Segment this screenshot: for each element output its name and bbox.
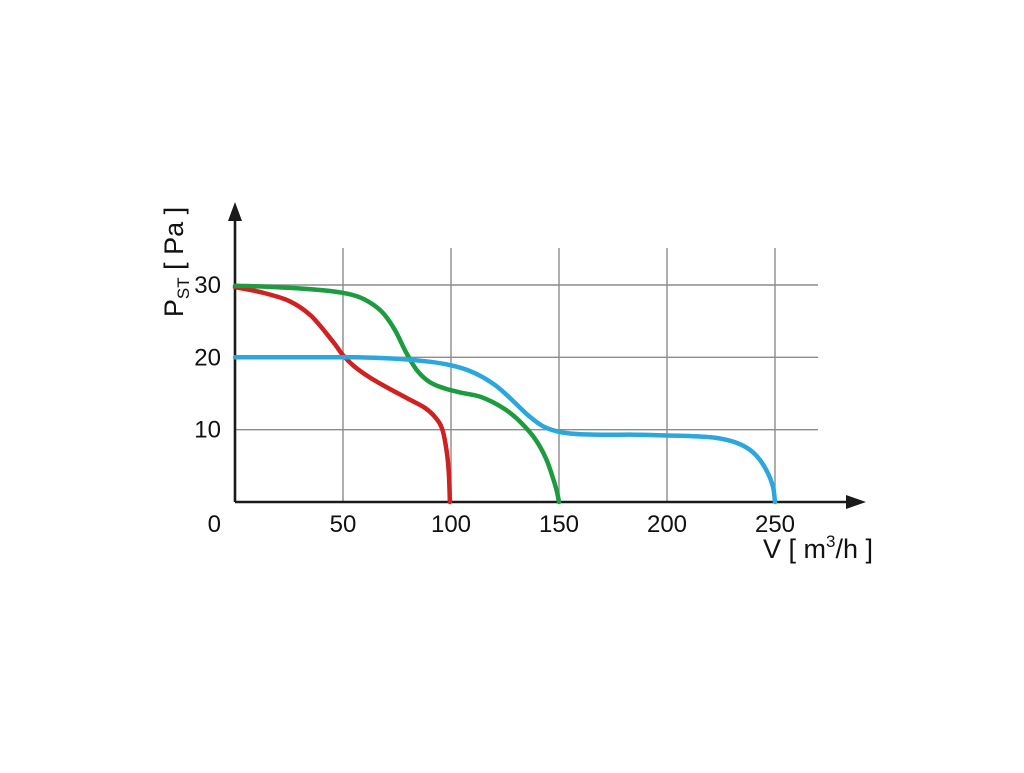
x-tick-label: 100 [431, 511, 471, 538]
y-tick-label: 10 [194, 417, 221, 444]
x-tick-label: 250 [755, 511, 795, 538]
gridlines [235, 248, 818, 502]
y-tick-label: 20 [194, 344, 221, 371]
y-tick-label: 30 [194, 272, 221, 299]
x-axis-arrow-icon [846, 495, 866, 509]
curve-red [232, 284, 453, 505]
y-axis-arrow-icon [228, 202, 242, 221]
y-axis-title: PST [ Pa ] [159, 207, 193, 317]
curve-blue [232, 354, 778, 505]
x-tick-label: 50 [330, 511, 357, 538]
x-axis-title: V [ m3/h ] [763, 532, 873, 564]
tick-labels: 50 100 150 200 250 10 20 30 0 PST [ Pa ] V [ m3/h … [159, 207, 873, 564]
curve-green [232, 283, 562, 505]
x-tick-label: 200 [647, 511, 687, 538]
x-tick-label: 150 [539, 511, 579, 538]
origin-label: 0 [208, 511, 221, 538]
